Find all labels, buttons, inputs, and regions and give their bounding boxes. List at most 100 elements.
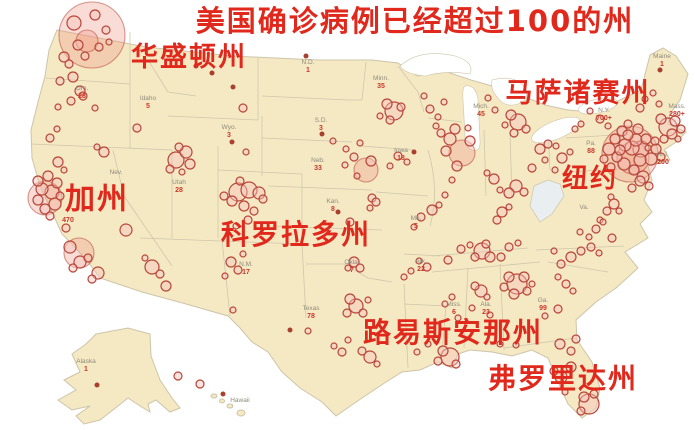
- case-bubble: [541, 312, 549, 320]
- case-bubble: [64, 59, 74, 69]
- case-bubble: [434, 113, 442, 121]
- state-abbr: Nev.: [110, 169, 123, 176]
- state-label: Miss.6: [446, 301, 461, 316]
- case-bubble: [376, 112, 384, 120]
- case-bubble: [184, 158, 196, 170]
- case-bubble: [448, 176, 456, 184]
- case-bubble: [355, 263, 365, 273]
- case-bubble: [470, 252, 480, 262]
- case-bubble: [521, 124, 531, 134]
- case-bubble: [614, 144, 626, 156]
- case-bubble: [509, 113, 527, 131]
- case-bubble: [101, 25, 111, 35]
- case-bubble: [554, 273, 562, 281]
- state-abbr: Iowa: [394, 147, 408, 154]
- case-bubble: [505, 203, 513, 211]
- state-abbr: S.D.: [315, 117, 328, 124]
- case-bubble: [561, 279, 571, 289]
- case-bubble: [413, 348, 421, 356]
- great-lakes: [399, 53, 618, 151]
- case-bubble: [381, 98, 393, 110]
- case-bubble: [155, 269, 165, 279]
- case-bubble: [578, 391, 590, 403]
- case-bubble: [483, 169, 491, 177]
- case-bubble: [141, 254, 149, 262]
- state-abbr: Va.: [579, 204, 588, 211]
- case-bubble: [83, 253, 93, 263]
- case-bubble: [78, 91, 88, 101]
- case-bubble: [451, 160, 463, 172]
- case-bubble: [595, 114, 605, 124]
- state-abbr: Okla.: [344, 259, 359, 266]
- case-bubble: [32, 175, 44, 187]
- case-bubble: [565, 361, 577, 373]
- state-label: Nev.: [110, 169, 123, 176]
- state-case-count: 33: [314, 165, 322, 172]
- case-bubble: [632, 123, 644, 135]
- case-bubble: [606, 162, 616, 172]
- state-case-count: 200: [657, 159, 669, 166]
- state-case-count: 470: [62, 217, 74, 224]
- case-bubble: [644, 152, 658, 166]
- case-bubble: [411, 149, 417, 155]
- case-bubble: [165, 164, 175, 174]
- case-bubble: [556, 259, 566, 269]
- case-bubble: [94, 42, 104, 52]
- case-bubble: [209, 70, 215, 76]
- case-bubble: [93, 143, 101, 151]
- state-abbr: N.D.: [302, 59, 315, 66]
- case-bubble: [94, 382, 100, 388]
- state-case-count: 78: [307, 313, 315, 320]
- case-bubble: [55, 191, 65, 201]
- state-label: 470: [62, 217, 74, 224]
- state-label: Wyo.3: [222, 124, 237, 139]
- state-label: Mo.5: [411, 215, 422, 230]
- case-bubble: [178, 168, 186, 176]
- case-bubble: [644, 144, 652, 152]
- state-case-count: 3: [319, 125, 323, 132]
- case-bubble: [238, 200, 250, 212]
- state-abbr: Maine: [653, 53, 671, 60]
- case-bubble: [449, 123, 461, 135]
- case-bubble: [219, 191, 229, 201]
- case-bubble: [356, 139, 364, 147]
- case-bubble: [365, 155, 377, 167]
- case-bubble: [319, 131, 325, 137]
- case-bubble: [358, 308, 368, 318]
- case-bubble: [353, 172, 361, 180]
- state-case-count: 5: [414, 223, 418, 230]
- case-bubble: [499, 282, 509, 292]
- case-bubble: [464, 124, 472, 132]
- case-bubble: [644, 181, 654, 191]
- case-bubble: [415, 257, 423, 265]
- case-bubble: [448, 293, 456, 301]
- case-bubble: [527, 163, 537, 173]
- case-bubble: [541, 156, 549, 164]
- case-bubble: [425, 104, 435, 114]
- state-abbr: Mich.: [473, 103, 489, 110]
- case-bubble: [595, 249, 603, 257]
- case-bubble: [407, 267, 415, 275]
- state-abbr: N.J.: [657, 151, 669, 158]
- case-bubble: [622, 129, 634, 141]
- state-label: Ore.28: [76, 85, 89, 100]
- case-bubble: [599, 218, 607, 226]
- case-bubble: [344, 336, 352, 344]
- case-bubble: [416, 212, 426, 222]
- case-bubble: [451, 359, 461, 369]
- case-bubble: [440, 145, 452, 157]
- florida-label: 弗罗里达州: [488, 362, 638, 395]
- case-bubble: [503, 187, 515, 199]
- state-label: N.J.200: [657, 151, 669, 166]
- case-bubble: [550, 247, 558, 255]
- colorado-label: 科罗拉多州: [221, 218, 371, 251]
- lake-superior: [399, 53, 472, 77]
- case-bubble: [591, 224, 601, 234]
- case-bubble: [426, 204, 438, 216]
- case-bubble: [74, 85, 86, 97]
- case-bubble: [604, 122, 612, 130]
- state-abbr: Ore.: [76, 85, 89, 92]
- case-bubble: [58, 51, 70, 63]
